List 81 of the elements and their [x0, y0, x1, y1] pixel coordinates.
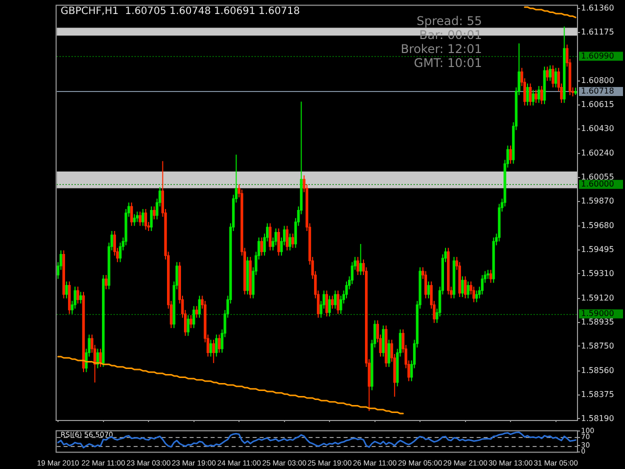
candlestick: [325, 290, 328, 317]
candlestick: [552, 64, 554, 88]
candlestick: [461, 276, 464, 298]
annotation: GMT: 10:01: [414, 56, 482, 70]
candlestick: [336, 290, 340, 314]
y-tick-label: 1.59120: [581, 293, 614, 302]
candlestick: [215, 334, 218, 358]
y-tick-label: 1.60800: [581, 76, 614, 85]
annotation: Bar: 00:01: [419, 28, 482, 42]
y-tick-label: 1.58375: [581, 390, 614, 399]
y-tick-label: 1.58190: [581, 414, 614, 423]
candlestick: [546, 66, 549, 82]
annotation: Spread: 55: [416, 14, 482, 28]
candlestick: [195, 306, 198, 318]
candlestick: [260, 236, 264, 256]
candlestick: [133, 214, 136, 226]
candlestick: [268, 222, 272, 251]
candlestick: [475, 290, 478, 303]
ref-line-label: 1.60718: [581, 86, 614, 96]
candlestick: [198, 295, 201, 318]
y-tick-label: 1.60055: [581, 172, 614, 182]
candlestick: [190, 314, 192, 329]
y-tick-label: 1.60615: [581, 100, 614, 109]
candlestick: [277, 228, 280, 256]
candlestick: [76, 286, 80, 304]
ref-line-label: 1.60990: [581, 51, 614, 60]
annotation: Broker: 12:01: [400, 42, 482, 56]
candlestick: [136, 211, 139, 222]
candlestick: [486, 269, 490, 280]
candlestick: [186, 314, 190, 336]
candlestick: [192, 306, 196, 329]
candlestick: [138, 211, 142, 226]
candlestick: [286, 225, 288, 251]
y-tick-label: 1.61175: [581, 27, 614, 36]
y-tick-label: 1.60240: [581, 148, 614, 158]
candlestick: [359, 243, 362, 276]
y-tick-label: 1.58560: [581, 366, 614, 375]
candlestick: [144, 208, 148, 230]
candlestick: [529, 82, 532, 106]
candlestick: [334, 290, 337, 310]
candlestick: [328, 295, 331, 317]
candlestick: [99, 348, 102, 368]
candlestick: [388, 339, 390, 368]
candlestick: [130, 202, 133, 226]
candlestick: [209, 339, 212, 358]
candlestick: [534, 89, 538, 104]
candlestick: [288, 233, 292, 251]
candlestick: [291, 233, 294, 248]
candlestick: [427, 281, 430, 299]
candlestick: [466, 281, 470, 299]
candlestick: [532, 89, 534, 106]
candlestick: [548, 64, 552, 82]
candlestick: [218, 334, 221, 354]
y-tick-label: 1.61360: [581, 3, 614, 12]
y-tick-label: 1.58935: [581, 317, 614, 326]
candlestick: [212, 339, 215, 364]
candlestick: [540, 86, 543, 105]
y-tick-label: 1.59870: [581, 196, 614, 206]
candlestick: [382, 325, 385, 358]
candlestick: [480, 274, 484, 295]
candlestick: [65, 281, 68, 299]
candlestick: [356, 256, 360, 276]
candlestick: [150, 206, 153, 232]
candlestick: [554, 67, 558, 88]
candlestick: [152, 206, 156, 220]
y-tick-label: 1.59310: [581, 268, 614, 278]
candlestick: [526, 82, 529, 106]
candlestick: [104, 274, 108, 290]
candlestick: [424, 270, 428, 299]
chart-title: GBPCHF,H1 1.60705 1.60748 1.60691 1.60718: [60, 6, 300, 17]
candlestick: [142, 208, 144, 226]
ref-line-label: 1.59000: [581, 308, 614, 318]
y-tick-label: 1.58750: [581, 341, 614, 350]
ref-line-label: 1.60000: [581, 180, 614, 188]
y-tick-label: 1.60430: [581, 124, 614, 133]
candlestick: [537, 86, 540, 104]
candlestick: [464, 276, 467, 299]
y-tick-label: 1.59495: [581, 244, 614, 254]
candlestick: [79, 291, 82, 304]
y-tick-label: 1.59680: [581, 220, 614, 230]
candlestick: [509, 145, 512, 164]
